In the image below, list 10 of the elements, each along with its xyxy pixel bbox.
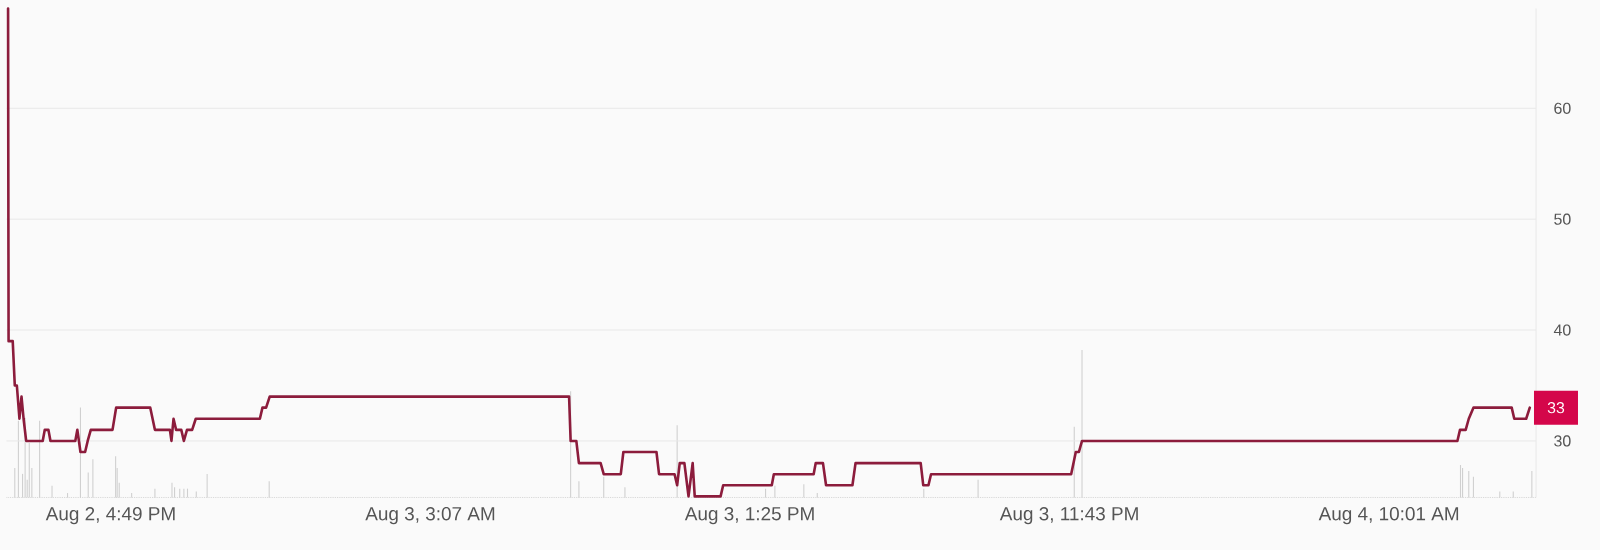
x-tick-label: Aug 2, 4:49 PM <box>45 507 175 525</box>
x-tick-label: Aug 4, 10:01 AM <box>1318 507 1459 525</box>
x-tick-label: Aug 3, 11:43 PM <box>999 507 1138 525</box>
x-tick-label: Aug 3, 3:07 AM <box>365 507 495 525</box>
y-tick-label: 50 <box>1554 213 1571 225</box>
y-tick-label: 60 <box>1554 102 1571 114</box>
y-tick-label: 30 <box>1554 435 1571 447</box>
annotation: 33 <box>1547 402 1565 414</box>
x-tick-label: Aug 3, 1:25 PM <box>684 507 814 525</box>
y-tick-label: 40 <box>1553 324 1571 336</box>
